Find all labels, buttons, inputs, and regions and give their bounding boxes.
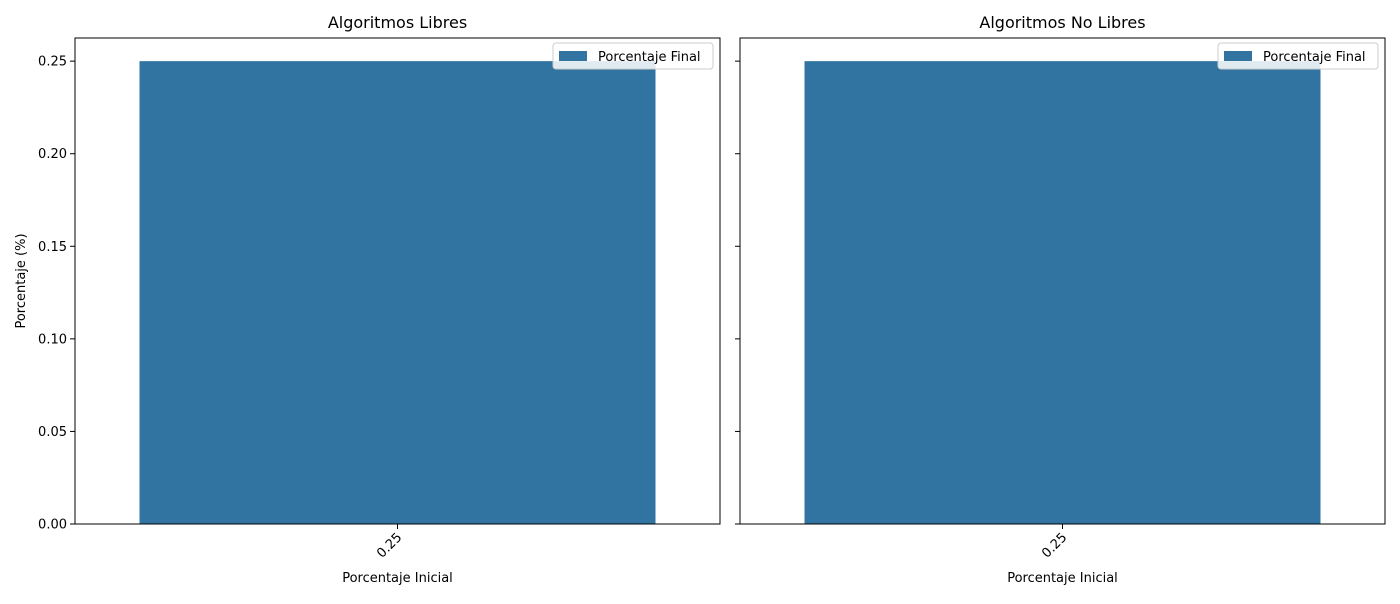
panel-1-xtick-label-1: 0.25 (374, 530, 405, 561)
panel-1-x-axis-label: Porcentaje Inicial (342, 571, 453, 586)
panel-2-xtick-label-1: 0.25 (1039, 530, 1070, 561)
panel-1-y-axis-label: Porcentaje (%) (14, 233, 29, 328)
panel-1-ytick-label-4: 0.15 (38, 240, 67, 255)
panel-2-bar-1 (804, 61, 1321, 525)
panel-1-legend-label-1: Porcentaje Final (598, 50, 701, 65)
panel-2-legend-box (1217, 42, 1379, 70)
panel-1-ytick-label-6: 0.25 (38, 55, 67, 70)
panel-1-legend-swatch-1 (559, 51, 587, 61)
panel-1-legend-box (552, 42, 714, 70)
panel-2-legend-label-1: Porcentaje Final (1263, 50, 1366, 65)
panel-2-x-axis-label: Porcentaje Inicial (1007, 571, 1118, 586)
panel-2-legend-swatch-1 (1224, 51, 1252, 61)
panel-1-bar-1 (139, 61, 656, 525)
panel-1-ytick-label-3: 0.10 (38, 332, 67, 347)
panel-2-title: Algoritmos No Libres (979, 13, 1145, 32)
panel-1-ytick-label-2: 0.05 (38, 425, 67, 440)
panel-1-title: Algoritmos Libres (328, 13, 467, 32)
panel-1-ytick-label-5: 0.20 (38, 147, 67, 162)
panel-1-ytick-label-1: 0.00 (38, 518, 67, 533)
